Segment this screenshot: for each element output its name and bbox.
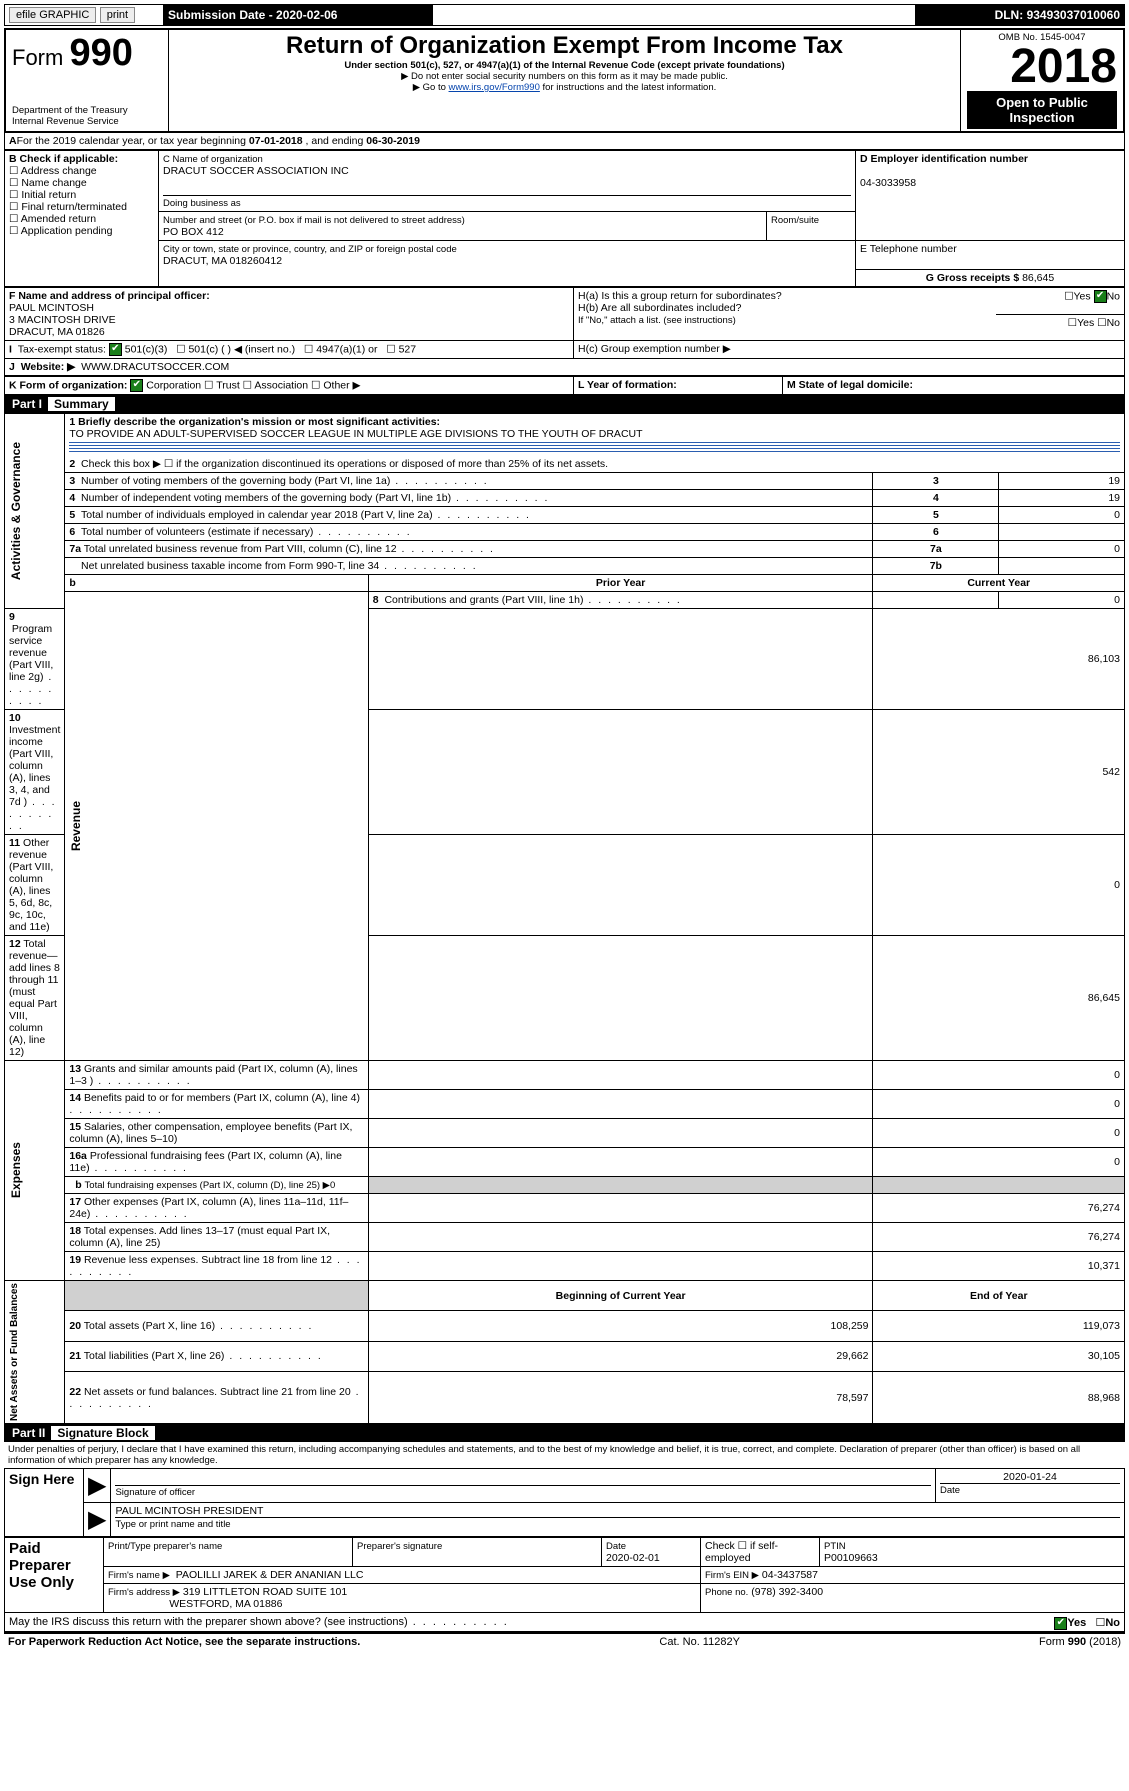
sig-officer-label: Signature of officer [115,1487,195,1498]
sign-here-label: Sign Here [5,1469,84,1537]
footer-form: Form 990 (2018) [1039,1636,1121,1648]
gross-receipts: 86,645 [1022,272,1054,284]
firm-phone: (978) 392-3400 [751,1586,823,1598]
mission-q: 1 Briefly describe the organization's mi… [69,416,440,428]
dba-label: Doing business as [163,195,851,209]
firm-name: PAOLILLI JAREK & DER ANANIAN LLC [176,1569,364,1581]
dln-value: 93493037010060 [1027,8,1120,22]
tax-year: 2018 [967,43,1117,91]
firm-ein: 04-3437587 [762,1569,818,1581]
b-label: B Check if applicable: [9,153,118,165]
officer-name-title: PAUL MCINTOSH PRESIDENT [115,1505,1120,1518]
ha-no-check[interactable]: ✔ [1094,290,1107,303]
e-label: E Telephone number [860,243,957,255]
j-label: Website: ▶ [21,361,76,373]
form990-link[interactable]: www.irs.gov/Form990 [449,82,540,93]
officer-addr2: DRACUT, MA 01826 [9,326,105,338]
submission-date: 2020-02-06 [276,8,337,22]
sect-net: Net Assets or Fund Balances [9,1283,20,1421]
sect-gov: Activities & Governance [9,442,23,580]
corp-check[interactable]: ✔ [130,379,143,392]
perjury-decl: Under penalties of perjury, I declare th… [4,1442,1125,1468]
chk-initial[interactable]: ☐ Initial return [9,189,76,201]
dept-treasury: Department of the Treasury [12,105,162,116]
sect-rev: Revenue [69,801,83,851]
chk-name[interactable]: ☐ Name change [9,177,87,189]
chk-amended[interactable]: ☐ Amended return [9,213,96,225]
room-label: Room/suite [771,215,819,226]
chk-final[interactable]: ☐ Final return/terminated [9,201,127,213]
open-public: Open to Public Inspection [967,91,1117,129]
l-label: L Year of formation: [578,379,677,391]
form-label: Form [12,45,63,70]
sig-date: 2020-01-24 [940,1471,1120,1484]
f-label: F Name and address of principal officer: [9,290,210,302]
submission-label: Submission Date - [168,8,276,22]
city-label: City or town, state or province, country… [163,244,457,255]
goto-prefix: ▶ Go to [413,82,449,93]
subtitle-2: ▶ Do not enter social security numbers o… [175,71,954,82]
hb-note: If "No," attach a list. (see instruction… [578,315,736,326]
date-label: Date [940,1485,960,1496]
footer-left: For Paperwork Reduction Act Notice, see … [8,1636,360,1648]
footer-cat: Cat. No. 11282Y [659,1636,740,1648]
efile-button[interactable]: efile GRAPHIC [9,7,96,23]
name-title-label: Type or print name and title [115,1519,230,1530]
sign-block: Sign Here ▶ Signature of officer 2020-01… [4,1468,1125,1537]
paid-preparer-block: Paid Preparer Use Only Print/Type prepar… [4,1537,1125,1613]
paid-label: Paid Preparer Use Only [5,1538,104,1613]
discuss-row: May the IRS discuss this return with the… [4,1613,1125,1632]
form-number: 990 [69,32,132,74]
org-address: PO BOX 412 [163,226,224,238]
hc-label: H(c) Group exemption number ▶ [578,343,731,355]
org-city: DRACUT, MA 018260412 [163,255,282,267]
ein-value: 04-3033958 [860,177,916,189]
officer-name: PAUL MCINTOSH [9,302,94,314]
chk-address[interactable]: ☐ Address change [9,165,97,177]
d-label: D Employer identification number [860,153,1028,165]
m-label: M State of legal domicile: [787,379,913,391]
line2: Check this box ▶ ☐ if the organization d… [81,458,608,470]
k-label: K Form of organization: [9,379,127,391]
sect-exp: Expenses [9,1142,23,1198]
officer-addr1: 3 MACINTOSH DRIVE [9,314,116,326]
top-bar: efile GRAPHIC print Submission Date - 20… [4,4,1125,26]
dln-label: DLN: [995,8,1027,22]
i-label: Tax-exempt status: [18,343,106,355]
ptin-value: P00109663 [824,1552,878,1564]
irs-label: Internal Revenue Service [12,116,162,127]
g-label: G Gross receipts $ [926,272,1022,284]
part1-table: Activities & Governance 1 Briefly descri… [4,413,1125,1424]
discuss-yes[interactable]: ✔ [1054,1617,1067,1630]
mission-text: TO PROVIDE AN ADULT-SUPERVISED SOCCER LE… [69,428,642,440]
website-value: WWW.DRACUTSOCCER.COM [81,361,229,373]
501c3-check[interactable]: ✔ [109,343,122,356]
fhij-block: F Name and address of principal officer:… [4,287,1125,376]
addr-label: Number and street (or P.O. box if mail i… [163,215,465,226]
org-name: DRACUT SOCCER ASSOCIATION INC [163,165,349,177]
subtitle-1: Under section 501(c), 527, or 4947(a)(1)… [175,60,954,71]
print-button[interactable]: print [100,7,135,23]
form-title: Return of Organization Exempt From Incom… [175,32,954,60]
hb-label: H(b) Are all subordinates included? [578,302,741,314]
chk-pending[interactable]: ☐ Application pending [9,225,112,237]
line-a: AFor the 2019 calendar year, or tax year… [4,133,1125,150]
page-footer: For Paperwork Reduction Act Notice, see … [4,1632,1125,1650]
part1-header: Part ISummary [4,395,1125,413]
goto-suffix: for instructions and the latest informat… [540,82,716,93]
ha-label: H(a) Is this a group return for subordin… [578,290,782,302]
part2-header: Part IISignature Block [4,1424,1125,1442]
form-header: Form 990 Department of the Treasury Inte… [4,28,1125,133]
c-name-label: C Name of organization [163,154,263,165]
info-block: B Check if applicable: ☐ Address change … [4,150,1125,287]
klm-block: K Form of organization: ✔ Corporation ☐ … [4,376,1125,395]
